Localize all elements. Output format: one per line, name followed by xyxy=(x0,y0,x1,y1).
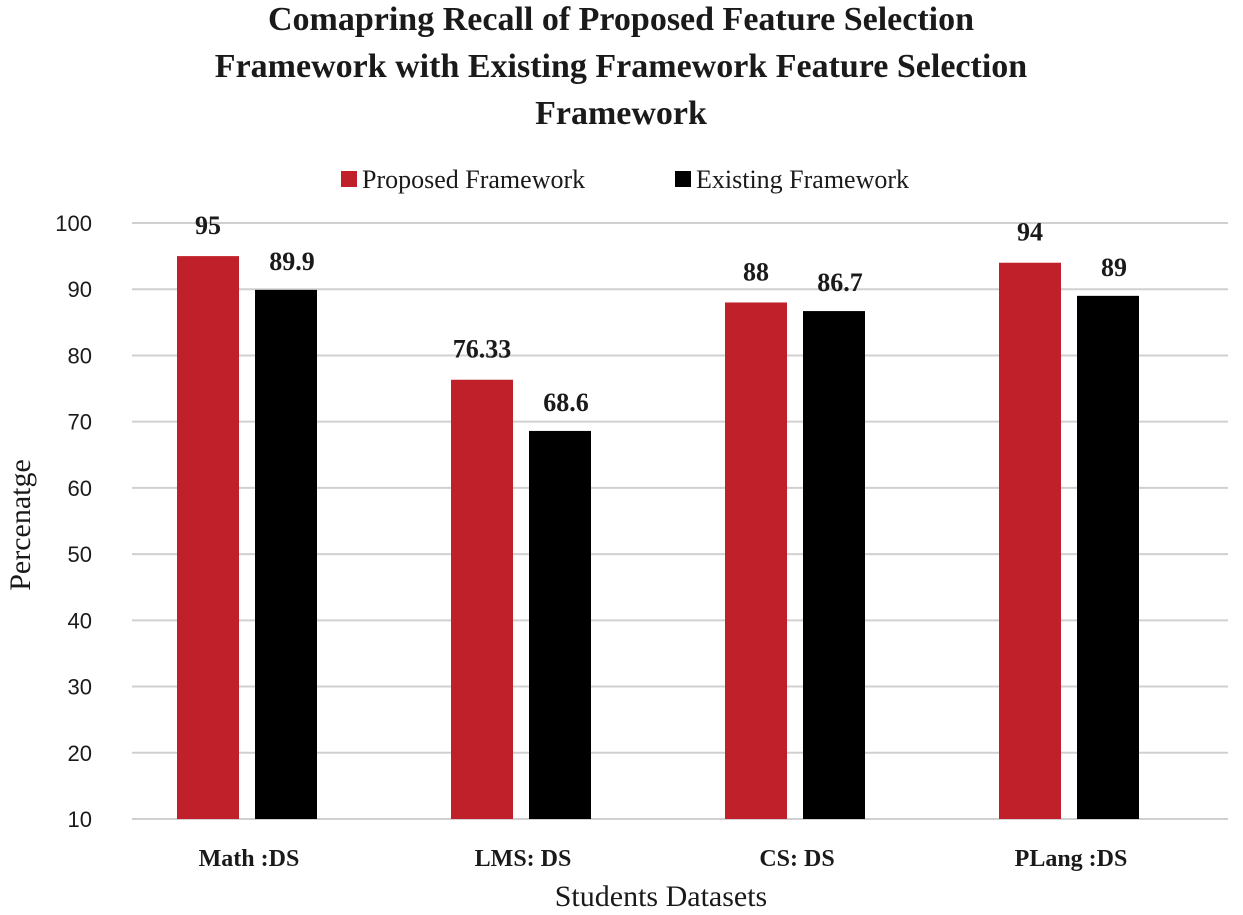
legend-swatch-existing xyxy=(675,171,691,187)
data-label: 76.33 xyxy=(453,335,512,364)
x-category-label: Math :DS xyxy=(199,846,300,872)
legend-label-proposed: Proposed Framework xyxy=(362,165,585,194)
bar-proposed xyxy=(177,256,239,820)
chart-title-line-1: Comapring Recall of Proposed Feature Sel… xyxy=(268,1,974,38)
bar-proposed xyxy=(999,262,1061,819)
data-labels: 95 89.9 76.33 68.6 88 86.7 94 89 xyxy=(195,211,1127,417)
legend-swatch-proposed xyxy=(341,171,357,187)
y-tick-label: 10 xyxy=(68,807,92,832)
y-tick-label: 50 xyxy=(68,542,92,567)
x-category-label: PLang :DS xyxy=(1015,846,1128,872)
data-label: 89.9 xyxy=(269,247,315,276)
y-tick-label: 70 xyxy=(68,410,92,435)
y-tick-label: 30 xyxy=(68,675,92,700)
bar-proposed xyxy=(725,302,787,819)
chart-title-line-3: Framework xyxy=(535,95,707,132)
x-category-label: CS: DS xyxy=(759,846,834,872)
bar-proposed xyxy=(451,379,513,819)
bars xyxy=(177,256,1139,820)
y-tick-label: 40 xyxy=(68,608,92,633)
bar-existing xyxy=(529,430,591,819)
data-label: 94 xyxy=(1017,218,1043,247)
chart-title-line-2: Framework with Existing Framework Featur… xyxy=(215,48,1027,85)
bar-existing xyxy=(803,311,865,819)
y-tick-label: 90 xyxy=(68,277,92,302)
y-axis-label: Percenatge xyxy=(4,459,37,591)
data-label: 88 xyxy=(743,257,769,286)
data-label: 86.7 xyxy=(817,268,863,297)
bar-existing xyxy=(1077,295,1139,819)
chart-title: Comapring Recall of Proposed Feature Sel… xyxy=(215,1,1027,132)
y-tick-label: 60 xyxy=(68,476,92,501)
y-axis-ticks: 10 20 30 40 50 60 70 80 90 100 xyxy=(55,211,92,832)
y-tick-label: 100 xyxy=(55,211,92,236)
x-axis-label: Students Datasets xyxy=(555,880,767,913)
data-label: 89 xyxy=(1101,253,1127,282)
data-label: 68.6 xyxy=(543,388,589,417)
data-label: 95 xyxy=(195,211,221,240)
x-axis-categories: Math :DS LMS: DS CS: DS PLang :DS xyxy=(199,846,1128,872)
y-tick-label: 80 xyxy=(68,343,92,368)
legend-label-existing: Existing Framework xyxy=(696,165,909,194)
x-category-label: LMS: DS xyxy=(475,846,572,872)
y-tick-label: 20 xyxy=(68,741,92,766)
bar-existing xyxy=(255,289,317,820)
legend: Proposed Framework Existing Framework xyxy=(341,165,909,194)
